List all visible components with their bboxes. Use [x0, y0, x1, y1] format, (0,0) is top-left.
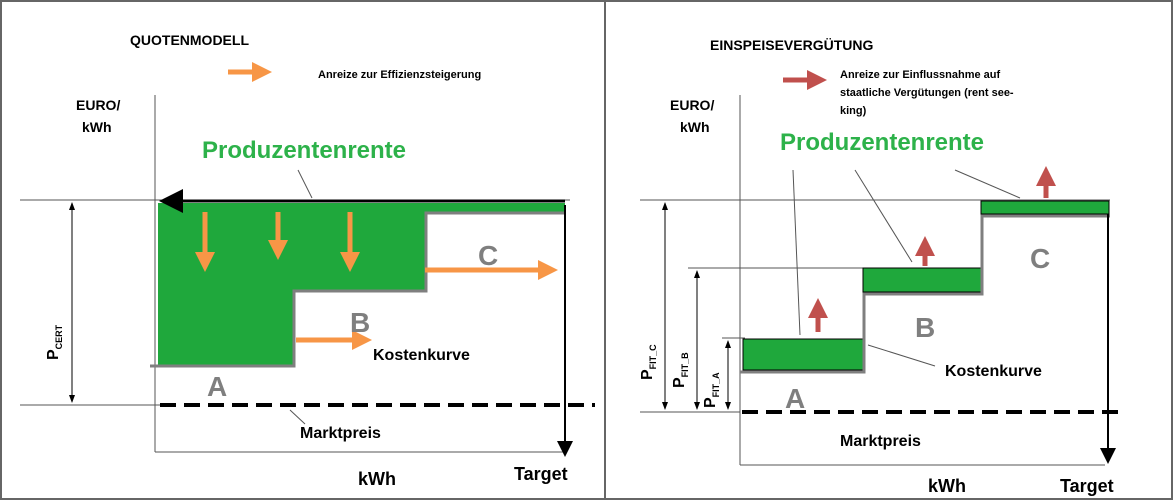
target-label: Target: [1060, 476, 1114, 496]
y-axis-label: EURO/: [76, 97, 120, 113]
x-axis-label: kWh: [928, 476, 966, 496]
market-label: Marktpreis: [300, 425, 381, 442]
surplus-box: [742, 338, 864, 371]
price-sub: FIT_A: [711, 372, 721, 398]
surplus-area: [158, 203, 565, 365]
price-label: PCERT: [45, 324, 64, 360]
price-label: PFIT_B: [671, 352, 690, 388]
market-label: Marktpreis: [840, 433, 921, 450]
left-panel: QUOTENMODELL Anreize zur Effizienzsteige…: [20, 32, 595, 489]
segment-label: B: [350, 307, 370, 338]
right-panel: EINSPEISEVERGÜTUNG Anreize zur Einflussn…: [639, 37, 1125, 496]
leader: [954, 169, 1021, 199]
price-main: P: [639, 369, 656, 380]
title: EINSPEISEVERGÜTUNG: [710, 37, 873, 53]
price-sub: FIT_B: [680, 352, 690, 378]
legend: Anreize zur Einflussnahme auf: [840, 69, 1000, 81]
price-sub: FIT_C: [648, 344, 658, 370]
segment-label: C: [1030, 243, 1050, 274]
surplus-label: Produzentenrente: [202, 137, 406, 164]
leader: [289, 409, 306, 425]
title: QUOTENMODELL: [130, 32, 249, 48]
cost-curve: [740, 214, 1110, 374]
y-axis-label: kWh: [82, 119, 112, 135]
segment-label: A: [207, 371, 227, 402]
leader: [854, 169, 913, 263]
x-axis-label: kWh: [358, 469, 396, 489]
y-axis-label: kWh: [680, 119, 710, 135]
price-main: P: [702, 397, 719, 408]
leader: [297, 169, 313, 199]
leader: [792, 169, 801, 336]
price-main: P: [45, 349, 62, 360]
legend: staatliche Vergütungen (rent see-: [840, 87, 1014, 99]
cost-label: Kostenkurve: [945, 363, 1042, 380]
target-label: Target: [514, 464, 568, 484]
cost-curve: [150, 211, 566, 368]
y-axis-label: EURO/: [670, 97, 714, 113]
price-sub: CERT: [54, 324, 64, 349]
cost-label: Kostenkurve: [373, 347, 470, 364]
segment-label: C: [478, 240, 498, 271]
segment-label: B: [915, 312, 935, 343]
segment-label: A: [785, 383, 805, 414]
surplus-label: Produzentenrente: [780, 129, 984, 156]
leader: [867, 344, 936, 367]
price-main: P: [671, 377, 688, 388]
price-label: PFIT_A: [702, 372, 721, 408]
legend: king): [840, 105, 867, 117]
price-label: PFIT_C: [639, 344, 658, 380]
surplus-box: [980, 200, 1110, 215]
surplus-box: [862, 267, 982, 293]
legend: Anreize zur Effizienzsteigerung: [318, 69, 481, 81]
